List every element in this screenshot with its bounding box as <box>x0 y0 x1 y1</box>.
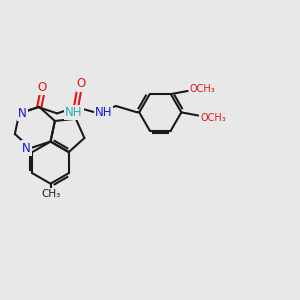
Text: OCH₃: OCH₃ <box>190 84 215 94</box>
Text: NH: NH <box>65 106 82 119</box>
Text: O: O <box>38 81 47 94</box>
Text: N: N <box>18 107 27 120</box>
Text: OCH₃: OCH₃ <box>200 112 226 123</box>
Text: O: O <box>77 77 86 90</box>
Text: N: N <box>22 142 31 154</box>
Text: CH₃: CH₃ <box>41 189 60 199</box>
Text: NH: NH <box>95 106 112 119</box>
